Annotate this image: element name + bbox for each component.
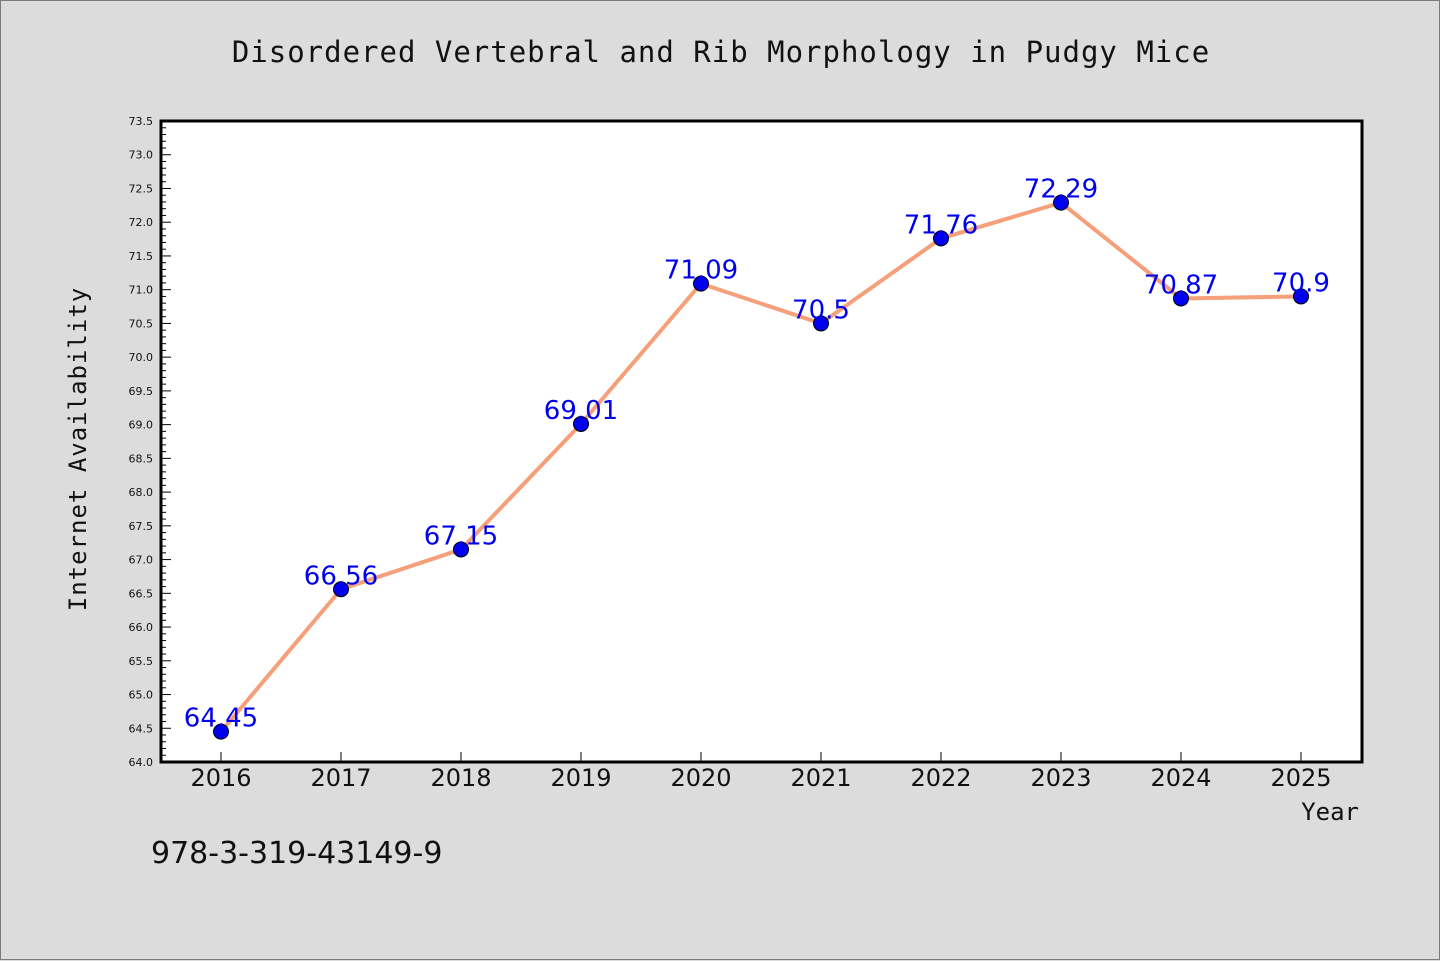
x-tick-label: 2024	[1150, 764, 1211, 792]
y-tick-label: 72.5	[129, 182, 154, 195]
x-tick-label: 2017	[310, 764, 371, 792]
y-tick-label: 65.5	[129, 655, 154, 668]
y-tick-label: 73.0	[129, 149, 154, 162]
data-label: 70.5	[792, 295, 850, 325]
y-tick-label: 73.5	[129, 115, 154, 128]
data-label: 66.56	[304, 561, 378, 591]
y-tick-label: 71.0	[129, 284, 154, 297]
y-tick-label: 67.0	[129, 554, 154, 567]
x-tick-label: 2016	[190, 764, 251, 792]
y-tick-label: 66.5	[129, 587, 154, 600]
y-tick-label: 66.0	[129, 621, 154, 634]
data-point	[933, 230, 949, 247]
y-tick-label: 67.5	[129, 520, 154, 533]
y-tick-label: 71.5	[129, 250, 154, 263]
isbn-code: 978-3-319-43149-9	[151, 836, 443, 871]
data-label: 70.87	[1144, 270, 1218, 300]
data-point	[333, 581, 349, 598]
data-label: 72.29	[1024, 175, 1098, 205]
plot-frame	[159, 119, 1364, 764]
x-tick-label: 2021	[790, 764, 851, 792]
x-tick-label: 2022	[910, 764, 971, 792]
y-tick-label: 65.0	[129, 689, 154, 702]
data-point	[573, 415, 589, 432]
y-tick-label: 68.0	[129, 486, 154, 499]
data-label: 71.09	[664, 256, 738, 286]
x-axis-label: Year	[1301, 798, 1359, 826]
chart-title: Disordered Vertebral and Rib Morphology …	[231, 35, 1211, 69]
data-label: 70.9	[1272, 268, 1330, 298]
data-label: 69.01	[544, 396, 618, 426]
data-label: 64.45	[184, 704, 258, 734]
x-tick-label: 2023	[1030, 764, 1091, 792]
data-label: 71.76	[904, 210, 978, 240]
data-point	[453, 541, 469, 558]
y-tick-label: 68.5	[129, 452, 154, 465]
y-tick-label: 64.5	[129, 722, 154, 735]
y-tick-label: 69.0	[129, 419, 154, 432]
x-tick-label: 2018	[430, 764, 491, 792]
y-tick-label: 70.5	[129, 317, 154, 330]
data-point	[1293, 288, 1309, 305]
plot-area	[161, 121, 1362, 762]
data-label: 67.15	[424, 521, 498, 551]
x-tick-label: 2025	[1270, 764, 1331, 792]
y-tick-label: 69.5	[129, 385, 154, 398]
x-tick-label: 2020	[670, 764, 731, 792]
y-tick-label: 64.0	[129, 756, 154, 769]
data-point	[693, 275, 709, 292]
x-tick-label: 2019	[550, 764, 611, 792]
data-point	[813, 315, 829, 332]
data-point	[1053, 194, 1069, 211]
y-tick-label: 70.0	[129, 351, 154, 364]
y-tick-label: 72.0	[129, 216, 154, 229]
data-point	[1173, 290, 1189, 307]
series-line	[219, 200, 1303, 734]
data-point	[213, 723, 229, 740]
